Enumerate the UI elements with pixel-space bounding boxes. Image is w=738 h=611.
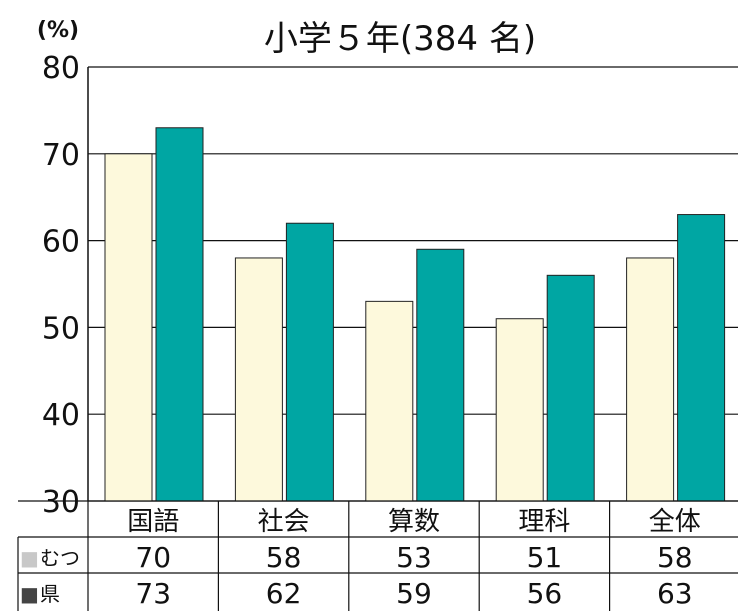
table-value: 62 bbox=[266, 577, 302, 610]
table-value: 58 bbox=[266, 541, 302, 574]
y-tick-label: 70 bbox=[42, 138, 80, 173]
table-value: 73 bbox=[135, 577, 171, 610]
table-category-label: 全体 bbox=[649, 507, 701, 537]
table-value: 63 bbox=[657, 577, 693, 610]
y-tick-label: 30 bbox=[42, 485, 80, 520]
bar bbox=[234, 257, 283, 502]
table-value: 59 bbox=[396, 577, 432, 610]
table-value: 70 bbox=[135, 541, 171, 574]
table-value: 56 bbox=[527, 577, 563, 610]
table-category-label: 社会 bbox=[258, 507, 310, 537]
bar bbox=[495, 318, 544, 502]
y-tick-label: 60 bbox=[42, 225, 80, 260]
bar bbox=[546, 274, 595, 502]
bars bbox=[104, 127, 726, 502]
bar bbox=[365, 300, 414, 502]
table-category-label: 理科 bbox=[518, 507, 570, 537]
bar bbox=[677, 214, 726, 502]
y-tick-label: 80 bbox=[42, 51, 80, 86]
bar bbox=[155, 127, 204, 502]
data-table: 国語 社会 算数 理科 全体 ■ むつ 70 58 53 51 58 ■ 県 73 62 59 56 63 bbox=[17, 500, 738, 611]
legend-marker: ■ bbox=[20, 546, 39, 570]
legend-label: むつ bbox=[40, 546, 80, 570]
table-value: 58 bbox=[657, 541, 693, 574]
bar bbox=[285, 222, 334, 502]
table-category-label: 国語 bbox=[127, 507, 179, 537]
bar bbox=[104, 153, 153, 502]
y-axis-unit: (%) bbox=[37, 18, 79, 43]
y-tick-label: 40 bbox=[42, 398, 80, 433]
y-axis-ticks: 30 40 50 60 70 80 bbox=[42, 51, 80, 520]
chart-title: 小学５年(384 名) bbox=[264, 19, 536, 59]
legend-marker: ■ bbox=[20, 582, 39, 606]
table-value: 51 bbox=[527, 541, 563, 574]
table-category-label: 算数 bbox=[388, 507, 440, 537]
y-tick-label: 50 bbox=[42, 311, 80, 346]
bar bbox=[416, 248, 465, 502]
legend-label: 県 bbox=[40, 582, 60, 606]
table-value: 53 bbox=[396, 541, 432, 574]
bar bbox=[626, 257, 675, 502]
